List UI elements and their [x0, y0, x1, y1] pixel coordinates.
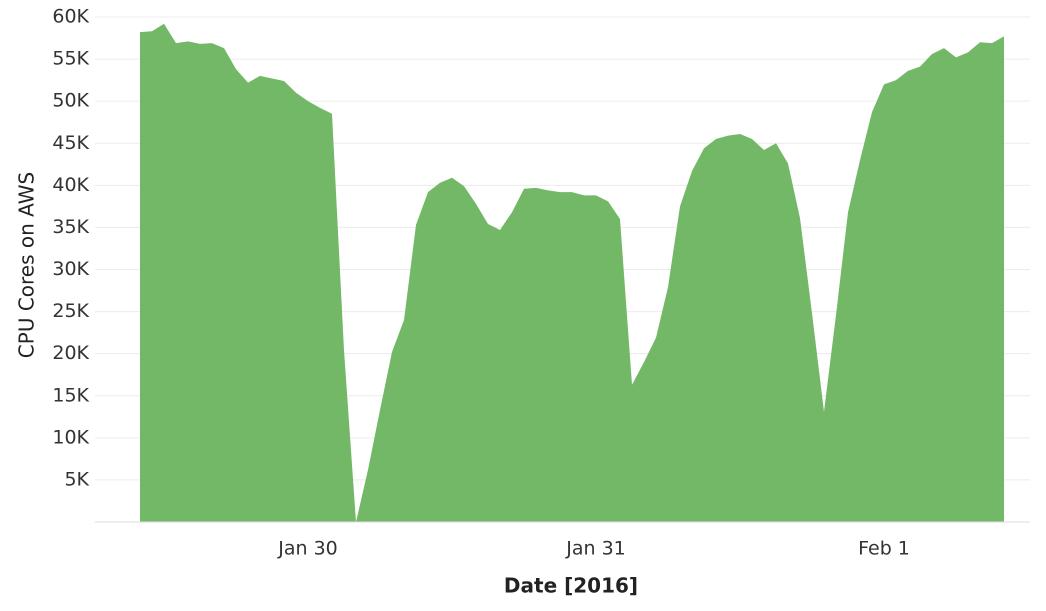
y-tick-label: 40K: [52, 174, 89, 196]
y-tick-label: 20K: [52, 342, 89, 364]
y-tick-label: 30K: [52, 258, 89, 280]
y-tick-label: 35K: [52, 216, 89, 238]
x-tick-label: Feb 1: [858, 538, 910, 560]
x-tick-label: Jan 30: [277, 538, 338, 560]
area: [140, 23, 1004, 522]
y-tick-label: 10K: [52, 426, 89, 448]
y-tick-label: 50K: [52, 90, 89, 112]
x-axis-title: Date [2016]: [504, 574, 638, 598]
y-tick-label: 55K: [52, 48, 89, 70]
y-axis-title: CPU Cores on AWS: [15, 172, 39, 358]
y-tick-label: 45K: [52, 132, 89, 154]
y-tick-label: 15K: [52, 384, 89, 406]
y-tick-label: 60K: [52, 6, 89, 28]
y-tick-label: 5K: [64, 468, 89, 490]
x-tick-label: Jan 31: [565, 538, 626, 560]
y-tick-label: 25K: [52, 300, 89, 322]
